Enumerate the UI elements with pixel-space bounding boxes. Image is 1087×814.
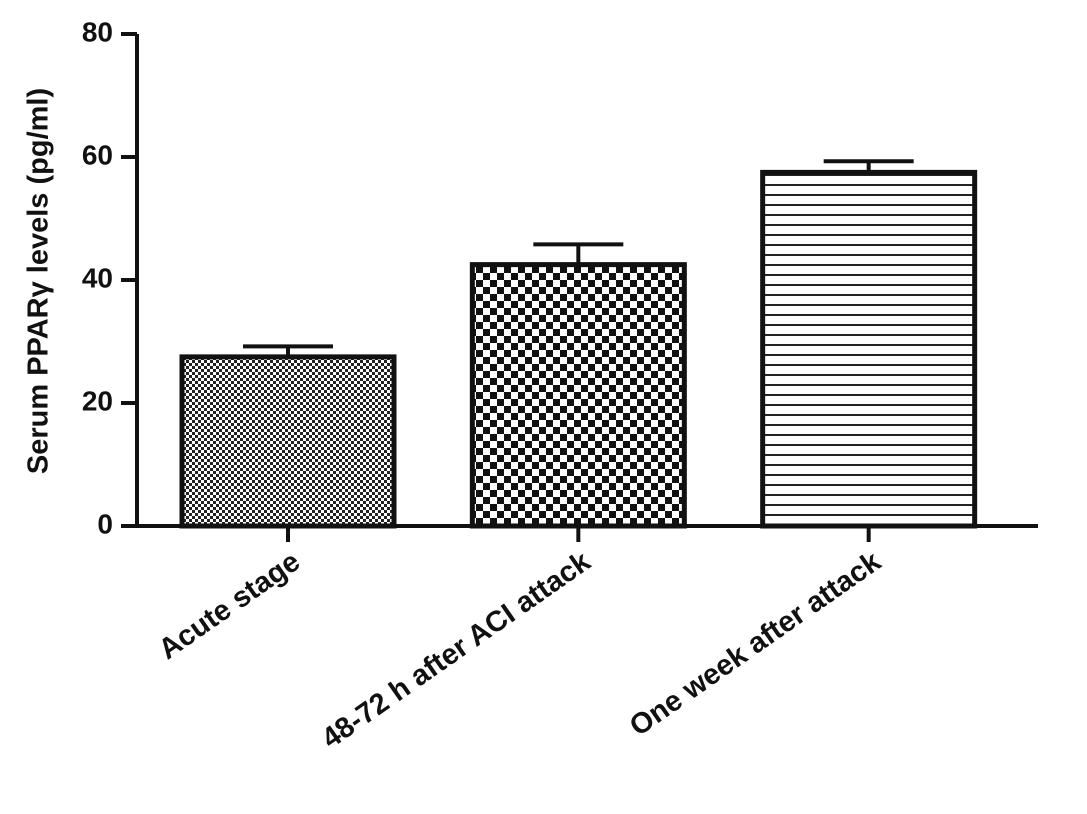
- x-tick-label: One week after attack: [624, 545, 887, 743]
- y-axis-title: Serum PPARγ levels (pg/ml): [23, 88, 55, 474]
- x-axis: Acute stage 48-72 h after ACI attack One w…: [135, 524, 1038, 755]
- bar: [469, 262, 687, 529]
- x-tick-label: 48-72 h after ACI attack: [316, 545, 597, 755]
- bar: [179, 354, 397, 529]
- y-axis: 0 20 40 60 80: [82, 16, 139, 539]
- y-tick-label: 80: [82, 16, 113, 47]
- y-tick-label: 40: [82, 262, 113, 293]
- x-tick-label: Acute stage: [153, 546, 306, 667]
- y-tick-label: 0: [97, 508, 113, 539]
- bars: [179, 159, 978, 529]
- y-tick-label: 60: [82, 139, 113, 170]
- bar: [760, 169, 978, 529]
- y-tick-label: 20: [82, 385, 113, 416]
